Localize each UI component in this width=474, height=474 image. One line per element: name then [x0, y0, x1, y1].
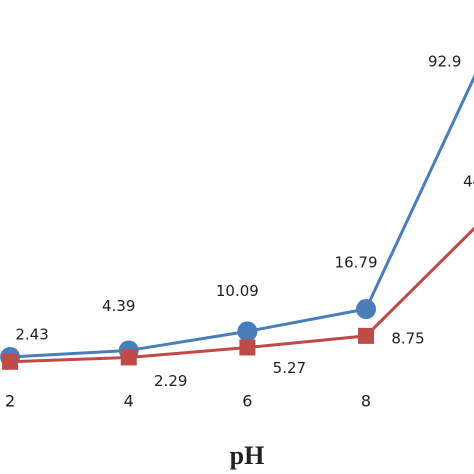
x-axis-label: pH: [230, 441, 265, 470]
data-label: 2.43: [15, 325, 48, 343]
x-tick-label: 8: [361, 392, 371, 411]
x-tick-label: 6: [242, 392, 252, 411]
data-label: 8.75: [391, 329, 424, 347]
point: [120, 349, 137, 366]
point: [356, 299, 377, 320]
x-tick-label: 2: [5, 392, 15, 411]
point: [239, 339, 256, 356]
data-label: 4.39: [102, 297, 135, 315]
point: [2, 353, 19, 370]
series-line: [10, 74, 474, 359]
data-label: 92.9: [428, 52, 461, 70]
data-label: 10.09: [216, 282, 259, 300]
data-label: 44: [463, 173, 474, 191]
point: [358, 327, 375, 344]
data-label: 5.27: [273, 359, 306, 377]
data-label: 16.79: [335, 254, 378, 272]
x-tick-label: 4: [124, 392, 134, 411]
data-label: 2.29: [154, 372, 187, 390]
point: [237, 321, 258, 342]
